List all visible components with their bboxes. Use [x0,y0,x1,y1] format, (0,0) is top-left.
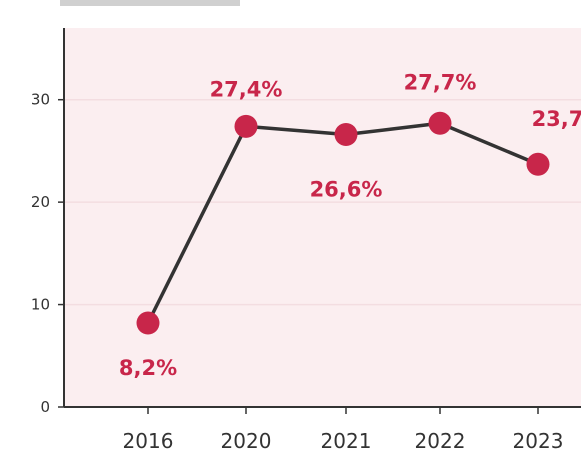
x-tick-label-2022: 2022 [415,429,466,453]
y-ticks: 0 10 20 30 [31,91,64,416]
data-label-2021: 26,6% [310,178,383,202]
data-label-2020: 27,4% [210,77,283,101]
data-point-2016 [136,311,160,335]
data-labels: 8,2% 27,4% 26,6% 27,7% 23,7% [119,70,581,380]
data-label-2022: 27,7% [404,70,477,94]
data-point-2023 [526,152,550,176]
data-point-2021 [334,123,358,147]
x-tick-label-2023: 2023 [513,429,564,453]
data-point-2022 [428,111,452,135]
data-label-2016: 8,2% [119,356,177,380]
y-tick-label-30: 30 [31,91,50,109]
x-tick-label-2020: 2020 [221,429,272,453]
data-points [136,111,550,335]
data-point-2020 [234,114,258,138]
plot-background [64,28,581,407]
y-tick-label-10: 10 [31,296,50,314]
y-tick-label-0: 0 [40,398,50,416]
x-ticks: 2016 2020 2021 2022 2023 [123,407,564,453]
x-tick-label-2016: 2016 [123,429,174,453]
cropped-title-fragment [60,0,240,6]
y-tick-label-20: 20 [31,193,50,211]
x-tick-label-2021: 2021 [321,429,372,453]
data-label-2023: 23,7% [532,107,581,131]
gridlines [64,98,581,306]
